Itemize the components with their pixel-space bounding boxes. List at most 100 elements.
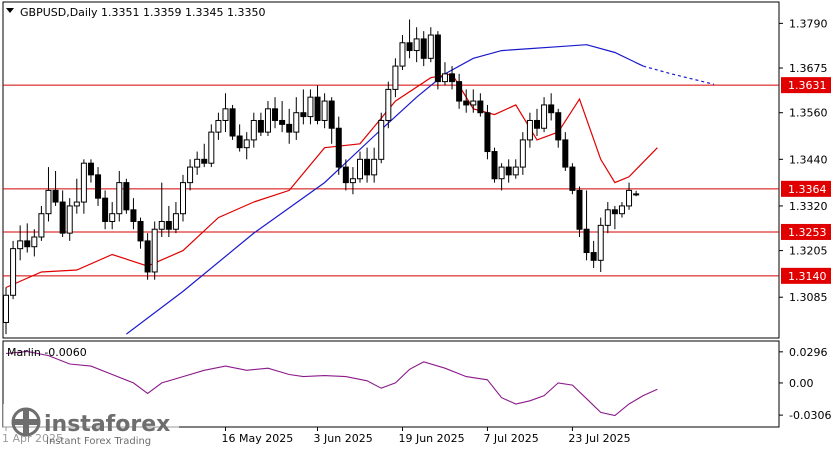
candle-89[interactable] [633,190,640,197]
candle-84[interactable] [597,217,604,272]
candle-15[interactable] [109,202,116,230]
candle-14[interactable] [102,190,109,230]
candle-17[interactable] [123,178,130,214]
candle-3[interactable] [24,223,31,253]
candle-70[interactable] [498,163,505,191]
candle-34[interactable] [243,132,250,160]
time-tick-label-2: 3 Jun 2025 [314,432,373,445]
candle-57[interactable] [406,19,413,59]
candle-72[interactable] [512,159,519,179]
candle-88[interactable] [626,182,633,210]
candle-18[interactable] [130,198,137,230]
candle-29[interactable] [208,124,215,168]
candle-1[interactable] [10,240,17,300]
candle-51[interactable] [364,147,371,183]
candle-33[interactable] [236,124,243,152]
candle-69[interactable] [491,147,498,183]
candle-40[interactable] [286,108,293,144]
candle-body [484,112,491,153]
candle-46[interactable] [328,97,335,144]
candle-5[interactable] [38,205,45,241]
candle-79[interactable] [562,132,569,171]
candle-47[interactable] [335,116,342,175]
candle-8[interactable] [59,190,66,238]
candle-27[interactable] [194,151,201,175]
candle-48[interactable] [342,159,349,191]
candle-62[interactable] [441,62,448,86]
candle-38[interactable] [272,97,279,129]
candle-32[interactable] [229,104,236,140]
candle-10[interactable] [73,178,80,214]
candle-36[interactable] [257,112,264,137]
candle-68[interactable] [484,104,491,160]
candle-77[interactable] [548,93,555,121]
candle-43[interactable] [307,89,314,125]
candle-59[interactable] [420,31,427,67]
candle-7[interactable] [52,170,59,206]
candle-75[interactable] [534,108,540,137]
candle-78[interactable] [555,108,562,148]
candle-56[interactable] [399,35,406,70]
candle-49[interactable] [349,167,356,195]
candle-87[interactable] [618,202,625,218]
candle-19[interactable] [137,217,144,249]
candle-37[interactable] [264,101,271,137]
candle-35[interactable] [250,112,257,148]
candle-21[interactable] [151,221,158,280]
candle-31[interactable] [222,93,229,133]
candle-41[interactable] [293,97,300,140]
candle-9[interactable] [66,198,73,241]
candle-53[interactable] [378,112,385,164]
candle-4[interactable] [31,229,38,257]
candle-81[interactable] [576,186,583,238]
candle-86[interactable] [611,205,618,230]
candle-23[interactable] [165,205,172,238]
candle-58[interactable] [413,27,420,63]
candle-body [180,182,186,215]
candle-55[interactable] [392,58,399,98]
candle-body [611,209,618,215]
candle-76[interactable] [541,97,548,133]
candle-50[interactable] [357,151,363,183]
candle-20[interactable] [144,233,151,280]
candle-83[interactable] [590,240,597,269]
candle-12[interactable] [87,159,94,183]
candle-16[interactable] [116,170,123,222]
candle-61[interactable] [434,31,441,90]
candle-24[interactable] [172,202,179,234]
candle-67[interactable] [477,93,484,117]
candle-82[interactable] [583,190,590,261]
candle-body [364,158,371,176]
candle-52[interactable] [371,147,378,183]
candle-54[interactable] [385,81,392,129]
candle-39[interactable] [279,101,286,133]
candle-65[interactable] [463,89,470,113]
candle-22[interactable] [158,182,165,238]
candle-60[interactable] [427,27,434,63]
candle-28[interactable] [201,143,208,168]
candle-63[interactable] [449,66,456,90]
candle-71[interactable] [505,159,512,183]
candle-44[interactable] [314,85,321,125]
candle-0[interactable] [3,287,9,335]
candle-11[interactable] [80,159,87,214]
candle-body [541,104,548,129]
candle-26[interactable] [187,159,194,191]
candle-42[interactable] [300,89,307,125]
candle-73[interactable] [519,132,526,175]
candle-80[interactable] [569,163,576,195]
candle-74[interactable] [526,112,533,148]
indicator-pane-frame [2,340,780,428]
candle-13[interactable] [95,167,102,206]
candle-body [102,197,109,222]
triangle-down-icon[interactable] [6,8,14,13]
candle-2[interactable] [17,225,24,261]
candle-66[interactable] [470,89,477,113]
ma-slow-line [126,44,644,335]
candle-30[interactable] [215,112,222,140]
candle-25[interactable] [180,174,186,222]
candle-85[interactable] [604,202,611,234]
candle-45[interactable] [321,93,328,129]
candle-6[interactable] [45,167,52,222]
candle-64[interactable] [456,73,463,109]
